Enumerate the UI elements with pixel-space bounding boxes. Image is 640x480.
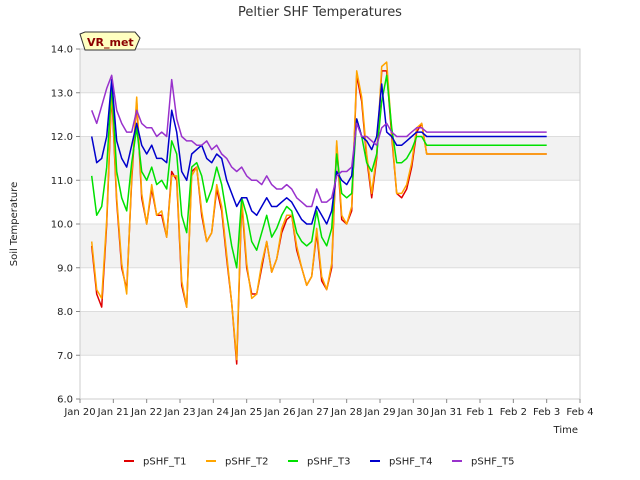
y-tick-label: 8.0 — [57, 307, 73, 318]
x-tick-label: Jan 22 — [130, 407, 162, 418]
x-tick-label: Jan 23 — [163, 407, 195, 418]
x-tick-label: Jan 26 — [263, 407, 295, 418]
series-line-pSHF_T2 — [90, 61, 547, 361]
y-tick-label: 13.0 — [51, 88, 73, 99]
x-tick-label: Feb 1 — [466, 407, 493, 418]
x-tick-label: Jan 24 — [197, 407, 229, 418]
y-tick-label: 7.0 — [57, 351, 73, 362]
x-tick-label: Feb 3 — [533, 407, 560, 418]
x-tick-label: Jan 28 — [330, 407, 362, 418]
x-tick-label: Jan 25 — [230, 407, 262, 418]
y-tick-label: 9.0 — [57, 263, 73, 274]
badge-shape — [79, 31, 141, 51]
grid-band — [80, 311, 580, 356]
x-tick-label: Jan 31 — [430, 407, 462, 418]
series-lines — [90, 61, 547, 365]
x-axis-ticks: Jan 20 Jan 21 Jan 22 Jan 23 Jan 24 Jan 25 Jan … — [63, 399, 594, 418]
y-tick-label: 6.0 — [57, 395, 73, 406]
legend-label: pSHF_T2 — [225, 457, 268, 468]
x-tick-label: Jan 21 — [97, 407, 129, 418]
series-line-pSHF_T5 — [90, 74, 547, 208]
y-tick-label: 14.0 — [51, 45, 73, 56]
legend-label: pSHF_T4 — [389, 457, 432, 468]
y-tick-label: 11.0 — [51, 176, 73, 187]
series-line-pSHF_T4 — [90, 78, 547, 225]
x-tick-label: Jan 29 — [363, 407, 395, 418]
legend-label: pSHF_T1 — [143, 457, 186, 468]
grid-band — [80, 224, 580, 268]
legend-label: pSHF_T5 — [471, 457, 514, 468]
x-tick-label: Feb 4 — [566, 407, 593, 418]
series-line-pSHF_T3 — [90, 74, 547, 269]
legend-label: pSHF_T3 — [307, 457, 350, 468]
legend: pSHF_T1 pSHF_T2 pSHF_T3 pSHF_T4 pSHF_T5 — [124, 457, 514, 468]
badge-text: VR_met — [87, 36, 134, 49]
grid-band — [80, 49, 580, 93]
y-axis-ticks: 6.0 7.0 8.0 9.0 10.0 11.0 12.0 13.0 14.0 — [51, 45, 80, 406]
x-axis-label: Time — [553, 425, 578, 436]
y-tick-label: 10.0 — [51, 220, 73, 231]
chart-title: Peltier SHF Temperatures — [238, 5, 402, 20]
grid-bands — [80, 49, 580, 356]
vr-met-badge: VR_met — [79, 31, 141, 51]
x-tick-label: Jan 30 — [397, 407, 429, 418]
x-tick-label: Feb 2 — [500, 407, 527, 418]
x-tick-label: Jan 27 — [297, 407, 329, 418]
grid-band — [80, 136, 580, 181]
y-tick-label: 12.0 — [51, 132, 73, 143]
y-axis-label: Soil Temperature — [9, 182, 20, 267]
x-tick-label: Jan 20 — [63, 407, 95, 418]
